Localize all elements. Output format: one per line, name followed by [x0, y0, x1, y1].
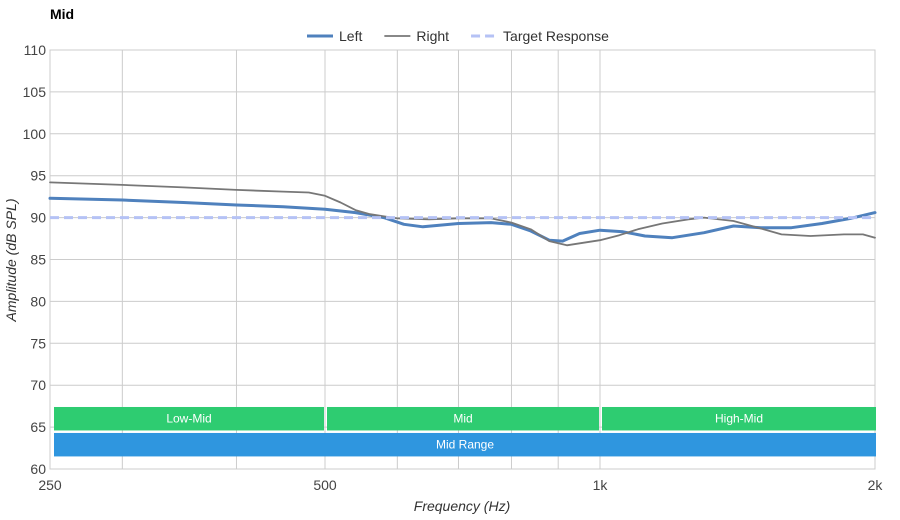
x-tick-label: 2k — [868, 477, 884, 493]
legend-item-left: Left — [307, 28, 362, 44]
y-tick-label: 70 — [30, 377, 46, 393]
y-axis-label: Amplitude (dB SPL) — [3, 199, 19, 323]
legend-label: Left — [339, 28, 362, 44]
band-label-high-mid: High-Mid — [715, 412, 763, 426]
y-tick-label: 105 — [23, 84, 47, 100]
band-mid-range — [54, 432, 876, 457]
x-tick-label: 1k — [593, 477, 609, 493]
legend-label: Right — [416, 28, 449, 44]
legend-label: Target Response — [503, 28, 609, 44]
y-tick-label: 60 — [30, 461, 46, 477]
y-tick-label: 80 — [30, 293, 46, 309]
y-tick-label: 85 — [30, 252, 46, 268]
chart-title: Mid — [50, 6, 74, 22]
y-tick-label: 100 — [23, 126, 47, 142]
band-mid — [327, 406, 599, 431]
y-tick-label: 75 — [30, 335, 46, 351]
grid — [49, 49, 876, 470]
y-tick-label: 110 — [24, 42, 47, 58]
legend-item-right: Right — [384, 28, 449, 44]
x-tick-label: 500 — [313, 477, 337, 493]
series-left — [48, 196, 877, 243]
y-tick-label: 65 — [30, 419, 46, 435]
band-label-low-mid: Low-Mid — [166, 412, 211, 426]
band-label-mid-range: Mid Range — [436, 438, 494, 452]
band-low-mid — [54, 406, 324, 431]
legend-item-target-response: Target Response — [471, 28, 609, 44]
y-tick-label: 95 — [30, 168, 46, 184]
band-high-mid — [602, 406, 876, 431]
y-tick-label: 90 — [30, 210, 46, 226]
x-tick-label: 250 — [38, 477, 62, 493]
series-right — [49, 181, 876, 247]
x-axis-ticks: 250 500 1k 2k — [38, 477, 883, 493]
x-axis-label: Frequency (Hz) — [414, 498, 510, 514]
legend: Left Right Target Response — [307, 28, 609, 44]
band-label-mid: Mid — [453, 412, 472, 426]
frequency-bands: Low-Mid Mid High-Mid Mid Range — [54, 406, 876, 457]
series-lines — [48, 181, 877, 247]
y-axis-ticks: 110 105 100 95 90 85 80 75 70 65 60 — [23, 42, 47, 477]
